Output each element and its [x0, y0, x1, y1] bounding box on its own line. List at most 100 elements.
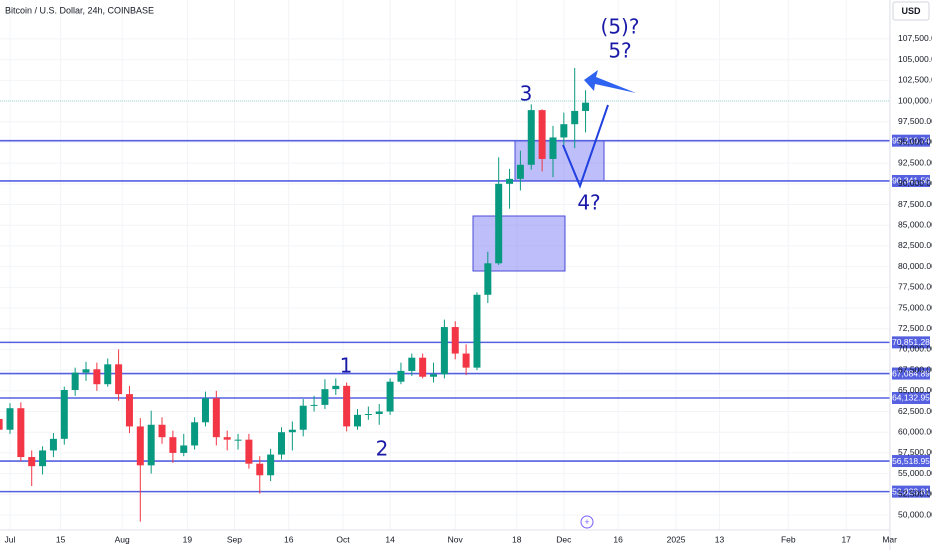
y-tick-label: 62,500.00 — [898, 406, 932, 416]
event-icon-glyph: + — [584, 517, 589, 527]
time-axis: Jul 15 Aug 19 Sep 16 Oct 14 Nov 18 Dec 16 2025 13 Feb 1… — [5, 534, 898, 544]
y-tick-label: 65,000.00 — [898, 385, 932, 395]
candle-body — [430, 374, 438, 377]
candle-body — [169, 437, 177, 453]
grid — [0, 0, 891, 530]
candle-body — [277, 432, 285, 455]
x-tick-label: Nov — [448, 534, 464, 544]
x-tick-label: Oct — [336, 534, 350, 544]
level-tag — [892, 391, 930, 404]
x-tick-label: Jul — [5, 534, 16, 544]
wave-label: 4? — [577, 191, 600, 215]
x-tick-label: 19 — [183, 534, 193, 544]
chart-title: Bitcoin / U.S. Dollar, 24h, COINBASE — [5, 5, 154, 15]
candle-body — [82, 369, 90, 373]
x-tick-label: 2025 — [667, 534, 686, 544]
candle-body — [582, 102, 590, 111]
candle-body — [516, 164, 524, 179]
event-icon[interactable] — [580, 515, 594, 529]
x-tick-label: 18 — [512, 534, 522, 544]
candle-body — [104, 364, 112, 385]
level-label: 67,084.89 — [892, 368, 930, 378]
y-tick-label: 90,000.00 — [898, 178, 932, 188]
level-label: 95,210.74 — [892, 135, 930, 145]
candle-body — [506, 178, 514, 184]
y-tick-label: 105,000.00 — [898, 54, 932, 64]
wave-label: 5? — [608, 39, 631, 63]
candle-body — [440, 327, 448, 375]
currency-button[interactable] — [892, 1, 930, 21]
y-tick-label: 97,500.00 — [898, 116, 932, 126]
candle-body — [60, 389, 68, 439]
candle-body — [17, 408, 25, 458]
y-tick-label: 82,500.00 — [898, 240, 932, 250]
y-tick-label: 80,000.00 — [898, 261, 932, 271]
y-tick-label: 67,500.00 — [898, 364, 932, 374]
candle-body — [451, 327, 459, 354]
x-tick-label: 14 — [385, 534, 395, 544]
x-tick-label: 15 — [56, 534, 66, 544]
x-tick-label: 16 — [284, 534, 294, 544]
level-tag — [892, 455, 930, 468]
level-tag — [892, 134, 930, 147]
candle-body — [354, 414, 362, 427]
y-tick-label: 77,500.00 — [898, 282, 932, 292]
level-label: 52,823.81 — [892, 486, 930, 496]
candle-body — [527, 110, 535, 165]
candle-body — [473, 294, 481, 368]
candle-body — [39, 450, 47, 467]
candle-body — [191, 422, 199, 446]
candle-body — [223, 437, 231, 440]
x-tick-label: Aug — [115, 534, 130, 544]
candle-body — [6, 408, 14, 430]
candle-body — [343, 385, 351, 427]
y-tick-label: 55,000.00 — [898, 468, 932, 478]
candle-body — [136, 426, 144, 466]
level-tag — [892, 336, 930, 349]
x-tick-label: Feb — [781, 534, 796, 544]
candle-body — [93, 369, 101, 385]
candle-body — [495, 183, 503, 264]
x-tick-label: 13 — [715, 534, 725, 544]
candle-body — [245, 439, 253, 464]
level-label: 70,851.28 — [892, 337, 930, 347]
candle-body — [571, 110, 579, 125]
wave-label: 1 — [340, 354, 353, 378]
candle-body — [484, 263, 492, 295]
x-tick-label: 17 — [841, 534, 851, 544]
y-tick-label: 92,500.00 — [898, 157, 932, 167]
candle-body — [256, 463, 264, 476]
candle-body — [375, 411, 383, 414]
candle-body — [538, 110, 546, 159]
y-tick-label: 107,500.00 — [898, 33, 932, 43]
x-tick-label: 16 — [613, 534, 623, 544]
candle-body — [28, 457, 36, 467]
level-label: 56,518.95 — [892, 456, 930, 466]
y-tick-label: 95,000.00 — [898, 137, 932, 147]
y-tick-label: 60,000.00 — [898, 426, 932, 436]
candle-body — [158, 424, 166, 438]
level-tag — [892, 485, 930, 498]
y-tick-label: 85,000.00 — [898, 219, 932, 229]
candle-body — [115, 364, 123, 395]
candle-body — [49, 438, 57, 451]
level-tag — [892, 367, 930, 380]
x-tick-label: Mar — [882, 534, 897, 544]
wave-label: 2 — [376, 437, 389, 461]
y-tick-label: 75,000.00 — [898, 302, 932, 312]
price-axis: 50,000.00 52,500.00 55,000.00 57,500.00 60,0… — [898, 33, 932, 519]
y-tick-label: 87,500.00 — [898, 199, 932, 209]
x-tick-label: Sep — [227, 534, 242, 544]
candle-body — [462, 353, 470, 368]
level-label: 64,132.95 — [892, 393, 930, 403]
candle-body — [332, 385, 340, 390]
candle-body — [180, 445, 188, 453]
candles — [0, 67, 590, 522]
level-label: 90,341.50 — [892, 176, 930, 186]
candle-body — [201, 398, 209, 423]
candle-body — [310, 404, 318, 406]
y-tick-label: 57,500.00 — [898, 447, 932, 457]
candle-body — [71, 372, 79, 390]
y-tick-label: 72,500.00 — [898, 323, 932, 333]
